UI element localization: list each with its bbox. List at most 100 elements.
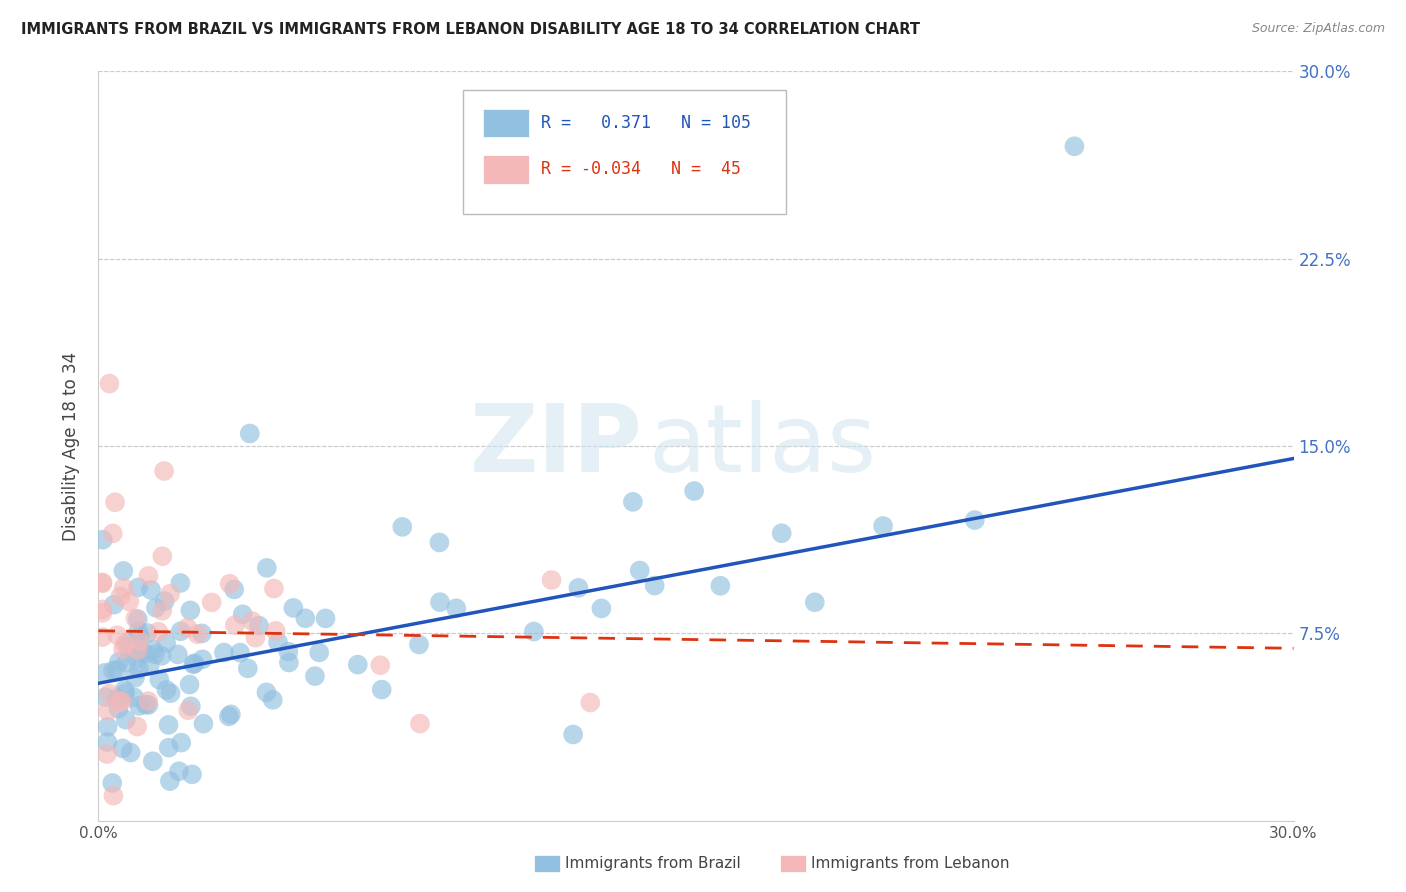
Point [232, 607, 254, 622]
Point [224, 582, 246, 597]
Point [127, 624, 149, 639]
Point [277, 656, 299, 670]
Point [304, 669, 326, 683]
Point [159, 774, 181, 789]
FancyBboxPatch shape [484, 155, 529, 184]
Point [96, 747, 118, 761]
Point [264, 624, 287, 638]
Point [224, 618, 246, 632]
Point [139, 582, 162, 597]
Point [166, 648, 188, 662]
Point [621, 495, 644, 509]
Point [148, 624, 170, 639]
Point [153, 594, 176, 608]
Point [186, 627, 208, 641]
Point [872, 519, 894, 533]
Point [91, 576, 114, 591]
Point [91, 533, 114, 547]
Point [124, 611, 146, 625]
Point [104, 495, 127, 509]
Point [201, 595, 224, 609]
Point [159, 686, 181, 700]
Text: R =   0.371   N = 105: R = 0.371 N = 105 [541, 114, 751, 132]
Point [236, 661, 259, 675]
Point [181, 767, 204, 781]
Point [167, 764, 190, 779]
Point [579, 696, 602, 710]
Point [135, 698, 157, 712]
Point [177, 703, 200, 717]
Point [143, 648, 166, 662]
Point [120, 746, 142, 760]
Point [150, 549, 173, 564]
Point [346, 657, 368, 672]
Point [262, 693, 284, 707]
Point [97, 704, 120, 718]
Point [138, 698, 160, 712]
Point [124, 671, 146, 685]
Point [308, 645, 330, 659]
Point [112, 683, 135, 698]
Point [125, 651, 148, 665]
Point [105, 663, 128, 677]
Point [429, 595, 451, 609]
Point [93, 665, 115, 680]
Point [170, 736, 193, 750]
Point [145, 600, 167, 615]
Point [101, 776, 124, 790]
FancyBboxPatch shape [484, 109, 529, 137]
Point [444, 601, 467, 615]
Point [136, 694, 159, 708]
Point [408, 638, 430, 652]
Point [117, 635, 139, 649]
Point [218, 576, 240, 591]
Point [240, 614, 263, 628]
Point [963, 513, 986, 527]
Point [105, 691, 128, 706]
Point [294, 611, 316, 625]
Text: ZIP: ZIP [470, 400, 643, 492]
Point [429, 535, 451, 549]
Point [368, 658, 391, 673]
Point [111, 694, 134, 708]
Point [180, 699, 202, 714]
Y-axis label: Disability Age 18 to 34: Disability Age 18 to 34 [62, 351, 80, 541]
Point [567, 581, 589, 595]
Point [191, 652, 214, 666]
Point [114, 637, 136, 651]
Point [179, 677, 201, 691]
Point [218, 709, 240, 723]
Point [118, 594, 141, 608]
FancyBboxPatch shape [463, 90, 786, 214]
Point [159, 587, 181, 601]
Point [267, 635, 290, 649]
Point [107, 701, 129, 715]
Point [112, 642, 135, 657]
Point [112, 581, 135, 595]
Point [127, 581, 149, 595]
Point [1063, 139, 1085, 153]
Point [128, 629, 150, 643]
Point [136, 626, 159, 640]
Point [229, 646, 252, 660]
Point [91, 606, 114, 620]
Point [117, 640, 139, 654]
Point [540, 573, 562, 587]
Point [142, 642, 165, 657]
Point [155, 636, 177, 650]
Point [176, 621, 198, 635]
Point [103, 598, 125, 612]
Point [239, 426, 262, 441]
Point [709, 579, 731, 593]
Point [114, 713, 136, 727]
Point [101, 664, 124, 678]
Point [96, 735, 118, 749]
Point [183, 657, 205, 671]
Point [150, 648, 173, 663]
Point [155, 682, 177, 697]
Point [169, 576, 191, 591]
Point [97, 720, 120, 734]
Point [644, 578, 666, 592]
Point [128, 698, 150, 713]
Point [128, 633, 150, 648]
